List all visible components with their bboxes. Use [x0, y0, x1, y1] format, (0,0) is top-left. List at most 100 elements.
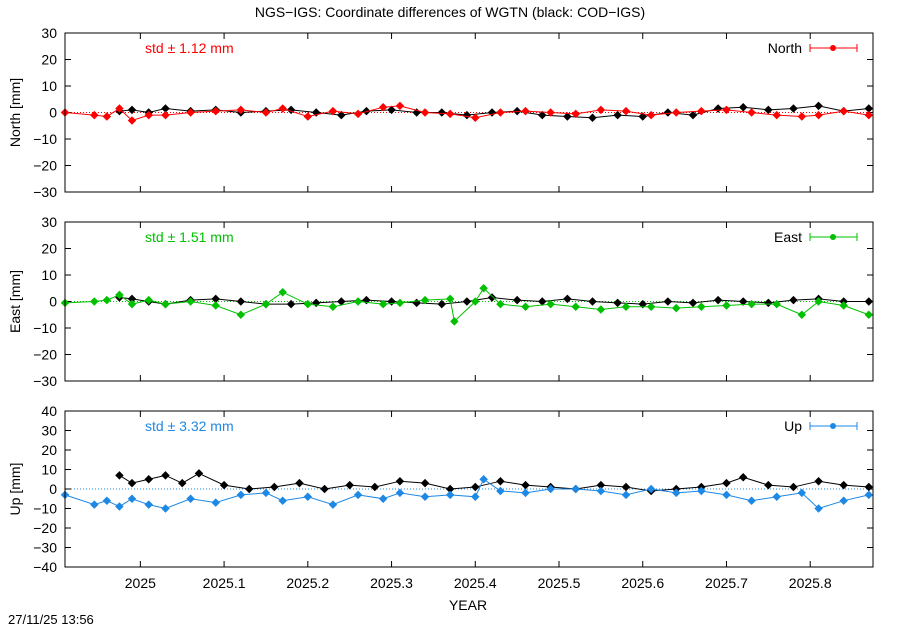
reference-series-point [789, 482, 798, 492]
series-north-point [496, 108, 505, 117]
reference-series-point [211, 294, 220, 304]
plot-frame [64, 410, 874, 568]
reference-series-point [471, 482, 480, 492]
series-up-point [772, 492, 781, 502]
reference-series-point [219, 480, 229, 490]
series-north-point [211, 106, 220, 116]
legend: East [774, 229, 858, 245]
series-east-point [102, 295, 112, 305]
series-north-point [445, 109, 455, 119]
series-up-point [521, 488, 530, 498]
series-north-point [236, 105, 246, 115]
x-tick-label: 2025.4 [454, 575, 497, 591]
series-up-point [353, 490, 363, 500]
reference-series-point [387, 297, 396, 306]
x-tick-label: 2025.7 [705, 575, 748, 591]
reference-series-point [563, 294, 572, 304]
series-up-point [839, 496, 848, 505]
series-up-point [722, 490, 731, 500]
series-up-point [496, 486, 505, 496]
reference-series-point [789, 295, 798, 305]
series-up-point [814, 504, 823, 513]
reference-series-point [462, 110, 472, 120]
panel-north: −30 −20 −10 0 10 20 30 North [mm] std ± 1.12 mm N… [7, 25, 874, 200]
y-tick-label: 30 [41, 214, 57, 230]
series-up-point [596, 486, 606, 496]
series-east-point [90, 297, 99, 306]
series-east-point [420, 295, 430, 305]
reference-series-point [437, 299, 447, 309]
y-tick-label: −10 [33, 320, 57, 336]
series-east-point [445, 294, 455, 304]
legend: Up [784, 418, 858, 434]
series-east-point [471, 297, 480, 306]
reference-series-point [127, 478, 137, 488]
series-up-point [471, 492, 480, 502]
reference-series-point [337, 110, 346, 120]
legend-label: East [774, 229, 802, 245]
legend-label: Up [784, 418, 802, 434]
reference-series-point [663, 297, 673, 306]
series-east-point [378, 299, 388, 309]
series-east-point [839, 301, 848, 310]
reference-series-point [864, 297, 874, 306]
reference-series-point [789, 104, 798, 113]
x-tick-label: 2025.2 [286, 575, 329, 591]
series-up-point [303, 492, 313, 502]
series-up-point [278, 496, 287, 505]
series-up-point [161, 504, 170, 513]
series-north-point [420, 108, 430, 117]
reference-series-point [738, 473, 748, 482]
x-tick-label: 2025.5 [538, 575, 581, 591]
series-up-point [747, 496, 756, 505]
reference-series-point [764, 298, 773, 308]
y-axis-label: Up [mm] [7, 463, 23, 516]
series-up-point [864, 490, 874, 500]
series-east-point [278, 287, 287, 297]
reference-series-point [437, 108, 447, 117]
x-tick-label: 2025 [125, 575, 156, 591]
series-north-point [395, 101, 405, 111]
series-up-point [646, 484, 656, 494]
x-tick-label: 2025.1 [203, 575, 246, 591]
series-north-point [278, 104, 287, 113]
reference-series-point [487, 293, 497, 302]
series-north-point [747, 108, 756, 117]
series-north-point [303, 112, 313, 121]
series-east-point [596, 305, 606, 314]
y-tick-label: 40 [41, 403, 57, 419]
x-tick-label: 2025.6 [621, 575, 664, 591]
reference-series-point [638, 299, 647, 309]
reference-series-point [127, 294, 137, 304]
series-up-point [797, 488, 807, 498]
reference-series-point [161, 104, 170, 113]
series-east-point [115, 290, 124, 300]
reference-series-point [814, 101, 823, 111]
series-north-point [328, 106, 338, 116]
series-up-point [479, 475, 488, 484]
reference-series-point [738, 102, 748, 112]
series-north-point [102, 112, 112, 121]
series-east-point [621, 302, 631, 312]
series-up-point [671, 488, 681, 498]
reference-series-point [337, 297, 346, 306]
series-up-point [102, 496, 112, 505]
reference-series-point [713, 104, 723, 113]
series-north-point [797, 112, 807, 121]
series-east-point [144, 295, 153, 305]
reference-series-point [445, 484, 455, 494]
reference-series-point [395, 476, 405, 486]
series-north-point [471, 113, 480, 123]
reference-series-point [270, 482, 279, 492]
series-north-point [144, 110, 153, 120]
y-tick-label: 30 [41, 423, 57, 439]
y-axis-label: North [mm] [7, 78, 23, 147]
y-tick-label: 20 [41, 52, 57, 68]
series-east-point [450, 317, 459, 326]
panel-up: −40 −30 −20 −10 0 10 20 30 40 2025 2025.1 2025.2 202… [7, 403, 874, 591]
series-up-point [236, 490, 246, 500]
y-tick-label: −30 [33, 373, 57, 389]
reference-series-point [487, 108, 497, 117]
reference-series-point [345, 480, 354, 490]
series-north-point [115, 104, 124, 113]
